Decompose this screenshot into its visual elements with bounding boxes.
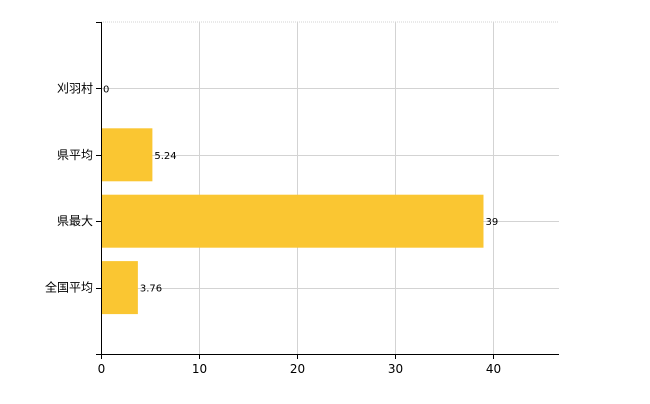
axis-layer — [96, 22, 559, 359]
value-label-3: 3.76 — [140, 284, 162, 295]
category-label-1: 県平均 — [57, 148, 93, 162]
bar-layer — [101, 128, 484, 315]
value-label-2: 39 — [485, 217, 498, 228]
category-label-0: 刈羽村 — [57, 81, 93, 95]
bar-2 — [101, 194, 484, 248]
x-tick-label-0: 0 — [98, 362, 106, 376]
grid-layer — [101, 21, 559, 354]
x-tick-label-10: 10 — [192, 362, 207, 376]
x-tick-label-40: 40 — [486, 362, 501, 376]
category-label-2: 県最大 — [57, 214, 93, 228]
category-label-3: 全国平均 — [45, 280, 93, 295]
value-label-1: 5.24 — [154, 151, 176, 162]
x-tick-label-30: 30 — [388, 362, 403, 376]
value-label-0: 0 — [103, 84, 109, 95]
bar-1 — [101, 128, 153, 182]
x-tick-label-20: 20 — [290, 362, 305, 376]
bar-3 — [101, 261, 138, 315]
